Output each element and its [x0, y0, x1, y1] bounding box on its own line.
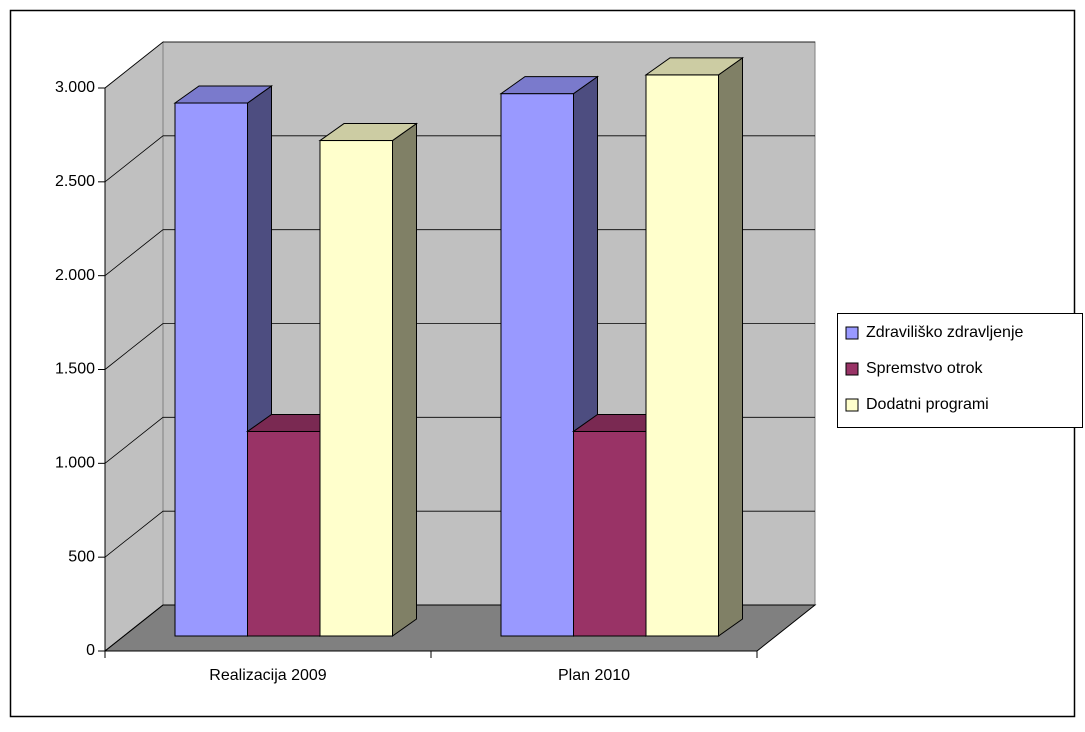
legend-box — [837, 313, 1083, 428]
x-tick-label: Plan 2010 — [558, 667, 630, 684]
y-tick-label: 2.500 — [55, 173, 95, 190]
bar-top — [644, 57, 745, 76]
bar — [499, 75, 600, 637]
bar-front — [319, 140, 393, 637]
legend-label: Spremstvo otrok — [866, 360, 983, 377]
y-tick-label: 3.000 — [55, 79, 95, 96]
y-tick-label: 1.500 — [55, 361, 95, 378]
y-tick-label: 1.000 — [55, 455, 95, 472]
bar — [644, 56, 745, 637]
bar-front — [573, 430, 647, 637]
bar-front — [174, 102, 248, 637]
y-tick-label: 0 — [86, 642, 95, 659]
legend-label: Dodatni programi — [866, 396, 989, 413]
y-tick-label: 500 — [68, 548, 95, 565]
legend-swatch — [845, 398, 859, 412]
legend-swatch — [845, 362, 859, 376]
legend: Zdraviliško zdravljenje Spremstvo otrok Do… — [837, 313, 1083, 428]
x-tick-label: Realizacija 2009 — [209, 667, 327, 684]
bar-top — [318, 123, 419, 142]
legend-swatch — [845, 326, 859, 340]
legend-label: Zdraviliško zdravljenje — [866, 324, 1023, 341]
bar-side — [392, 122, 417, 637]
bar-top — [499, 76, 600, 95]
bar-front — [645, 74, 719, 637]
y-tick-label: 2.000 — [55, 267, 95, 284]
bar-top — [173, 85, 274, 104]
grid-line — [104, 41, 815, 89]
bar-front — [500, 93, 574, 637]
bar-front — [247, 430, 321, 637]
bar-side — [718, 56, 743, 637]
bar — [318, 122, 419, 637]
